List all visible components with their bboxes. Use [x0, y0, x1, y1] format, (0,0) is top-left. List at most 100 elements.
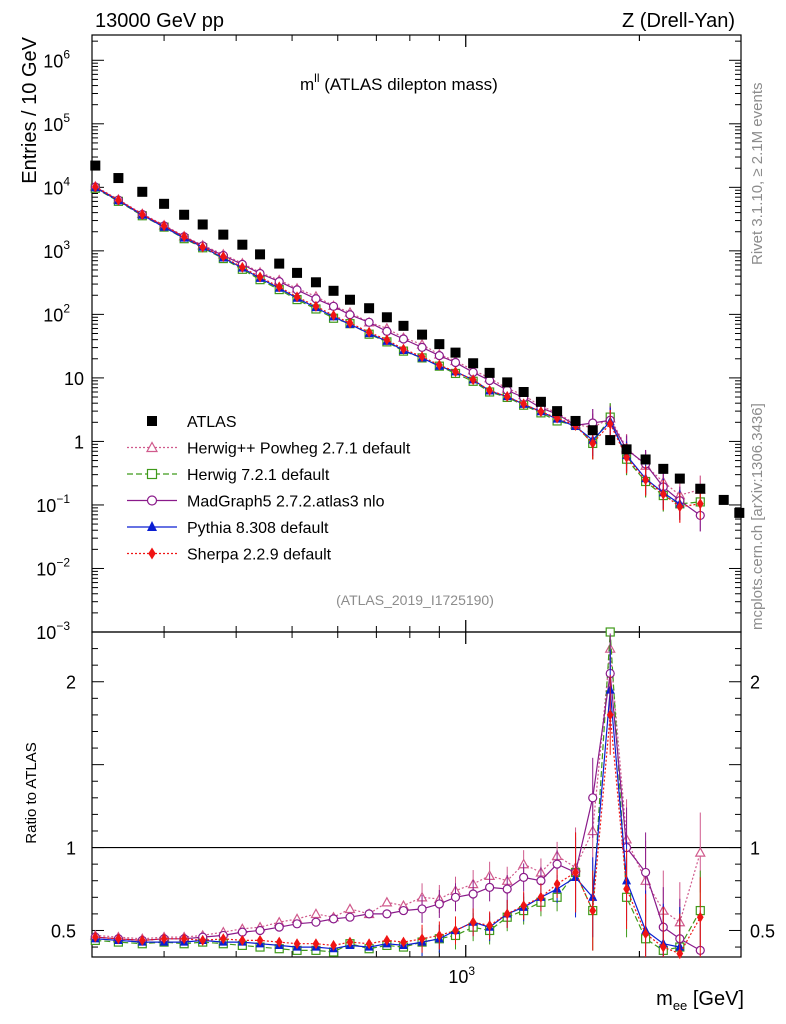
- marker-sherpa: [572, 866, 579, 878]
- ratio-y-tick-label-left: 0.5: [51, 921, 76, 941]
- marker-atlas: [658, 463, 669, 474]
- x-axis-label: mee [GeV]: [656, 988, 744, 1013]
- y-tick-label: 106: [43, 47, 70, 71]
- y-tick-label-exp: 6: [63, 47, 70, 61]
- marker-sherpa: [91, 181, 99, 193]
- marker-madgraph: [382, 909, 392, 919]
- marker-atlas: [274, 258, 285, 269]
- marker-madgraph: [292, 919, 302, 929]
- marker-sherpa: [452, 924, 459, 936]
- marker-madgraph: [274, 922, 284, 932]
- marker-sherpa: [160, 220, 168, 232]
- marker-sherpa: [330, 309, 337, 321]
- ratio-ylabel: Ratio to ATLAS: [23, 742, 40, 843]
- top-plot-frame: [91, 34, 742, 633]
- marker-atlas: [417, 329, 428, 340]
- y-tick-label: 104: [43, 174, 70, 198]
- marker-sherpa: [696, 498, 704, 510]
- y-tick-label-exp: 5: [63, 111, 70, 125]
- marker-sherpa: [180, 231, 188, 243]
- marker-herwigpp: [381, 896, 393, 907]
- y-tick-label-exp: −2: [56, 555, 70, 569]
- x-label-main: m: [656, 988, 673, 1010]
- plot-title-sup: ll: [314, 71, 319, 85]
- legend-label-madgraph: MadGraph5 2.7.2.atlas3 nlo: [187, 494, 385, 511]
- marker-madgraph: [502, 884, 512, 894]
- marker-atlas: [113, 173, 124, 184]
- marker-sherpa: [537, 891, 545, 903]
- marker-atlas: [535, 396, 546, 407]
- y-tick-label: 10: [64, 369, 84, 389]
- marker-atlas: [484, 367, 495, 378]
- marker-madgraph: [311, 917, 321, 927]
- analysis-id: (ATLAS_2019_I1725190): [336, 592, 494, 608]
- marker-sherpa: [400, 343, 407, 355]
- marker-sherpa: [659, 941, 667, 953]
- y-tick-label-exp: −3: [56, 619, 70, 633]
- marker-atlas: [255, 249, 266, 260]
- marker-atlas: [552, 406, 563, 417]
- marker-atlas: [640, 454, 651, 465]
- top-ylabel: Entries / 10 GeV: [19, 36, 41, 183]
- marker-sherpa: [503, 908, 511, 920]
- legend-entry-herwigpp: Herwig++ Powheg 2.7.1 default: [127, 441, 411, 458]
- marker-sherpa: [503, 390, 511, 402]
- marker-madgraph: [417, 904, 427, 914]
- legend-entry-madgraph: MadGraph5 2.7.2.atlas3 nlo: [127, 494, 385, 511]
- marker-atlas: [147, 416, 157, 426]
- marker-sherpa: [469, 374, 477, 386]
- marker-sherpa: [115, 194, 122, 206]
- marker-atlas: [310, 277, 321, 288]
- marker-sherpa: [293, 291, 301, 303]
- marker-sherpa: [91, 931, 99, 943]
- marker-madgraph: [345, 912, 355, 922]
- marker-madgraph: [382, 326, 392, 336]
- marker-atlas: [90, 160, 101, 171]
- y-tick-label-base: 10: [43, 115, 63, 135]
- marker-sherpa: [383, 334, 391, 346]
- marker-sherpa: [238, 261, 246, 273]
- ratio-y-tick-label-right: 2: [750, 673, 760, 693]
- y-tick-label-base: 10: [64, 369, 84, 389]
- y-tick-label: 102: [43, 301, 70, 325]
- y-tick-label: 10−2: [36, 555, 70, 579]
- marker-sherpa: [312, 938, 320, 950]
- y-tick-label-base: 10: [36, 559, 56, 579]
- marker-madgraph: [146, 495, 158, 506]
- y-tick-label-base: 10: [43, 242, 63, 262]
- marker-atlas: [674, 473, 685, 484]
- marker-atlas: [518, 386, 529, 397]
- marker-atlas: [364, 303, 375, 314]
- marker-madgraph: [364, 317, 374, 327]
- marker-sherpa: [537, 406, 545, 418]
- marker-herwigpp: [145, 441, 159, 453]
- legend-label-atlas: ATLAS: [187, 414, 237, 431]
- marker-madgraph: [519, 872, 529, 883]
- marker-sherpa: [138, 208, 146, 220]
- marker-sherpa: [256, 271, 264, 283]
- marker-atlas: [587, 425, 598, 436]
- series-line-madgraph: [95, 186, 701, 516]
- marker-atlas: [621, 444, 632, 455]
- y-tick-label: 10−1: [36, 492, 70, 516]
- marker-sherpa: [238, 934, 246, 946]
- marker-atlas: [292, 267, 303, 278]
- marker-sherpa: [365, 938, 373, 950]
- marker-atlas: [434, 339, 445, 350]
- x-label-unit: [GeV]: [687, 988, 744, 1010]
- marker-atlas: [381, 312, 392, 323]
- y-tick-label-exp: 2: [63, 301, 70, 315]
- marker-atlas: [398, 320, 409, 331]
- marker-sherpa: [199, 241, 207, 253]
- marker-madgraph: [434, 351, 444, 361]
- marker-madgraph: [640, 867, 651, 878]
- marker-atlas: [502, 377, 513, 388]
- legend-entry-pythia: Pythia 8.308 default: [127, 520, 329, 537]
- x-tick-label-exp: 3: [468, 964, 475, 978]
- ratio-y-tick-label-left: 1: [66, 839, 76, 859]
- marker-sherpa: [275, 936, 283, 948]
- marker-sherpa: [365, 326, 373, 338]
- marker-atlas: [695, 483, 706, 494]
